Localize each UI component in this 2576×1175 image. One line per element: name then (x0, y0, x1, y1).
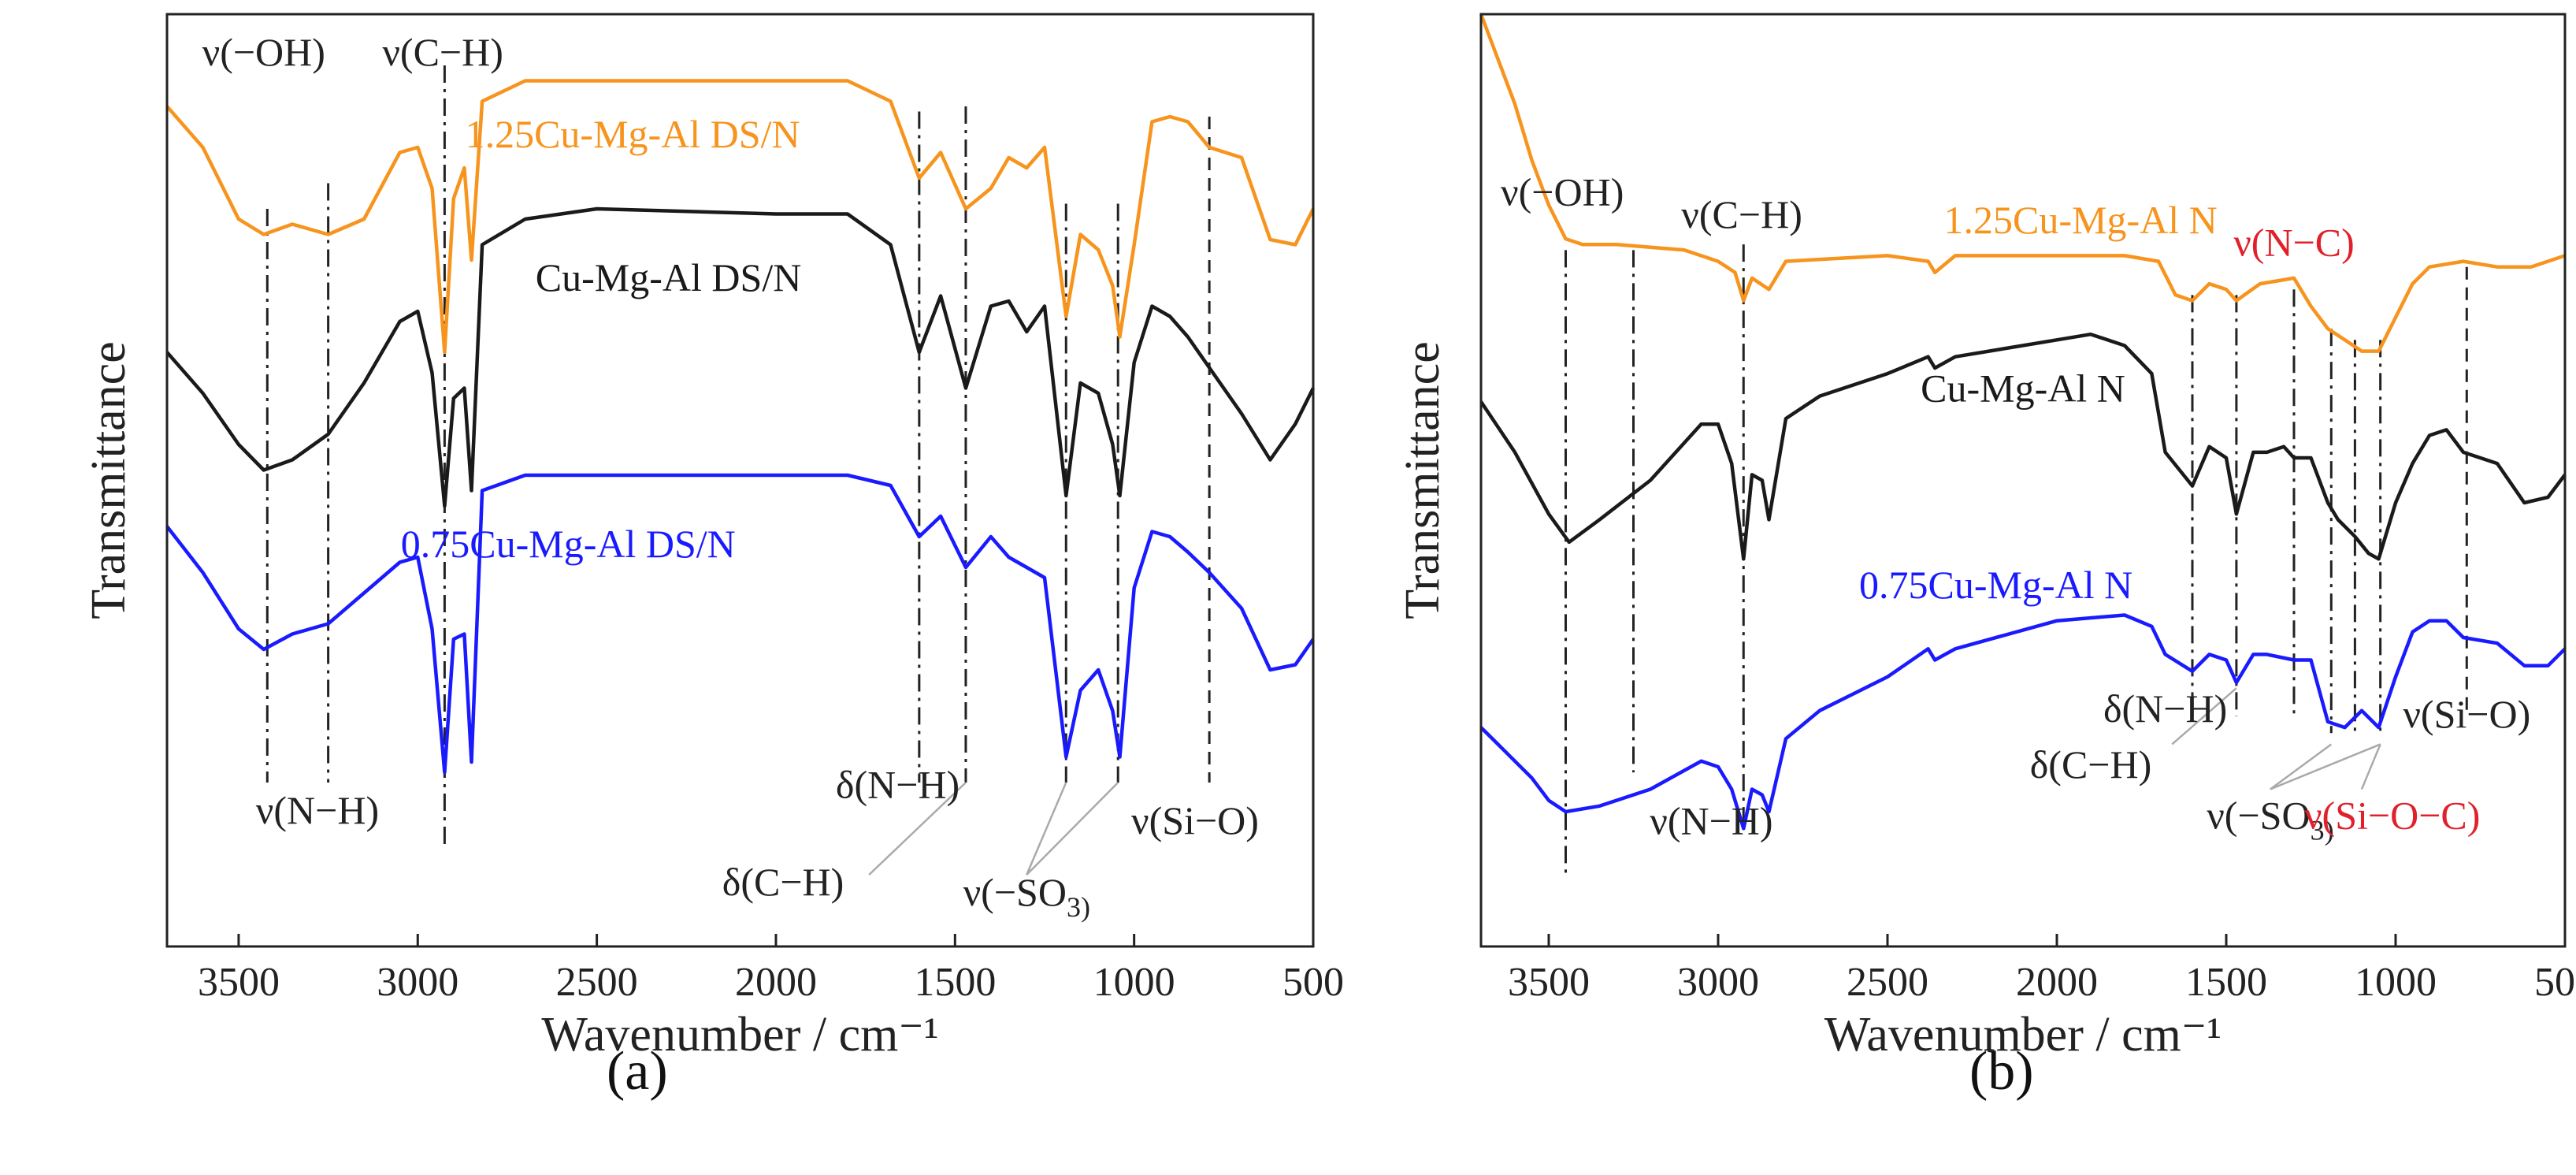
series-label-2: 0.75Cu-Mg-Al DS/N (401, 522, 736, 566)
spectrum-line-2 (165, 473, 1315, 775)
band-annotation-4: δ(C−H) (2030, 742, 2152, 786)
x-tick-label-2: 2500 (1847, 960, 1928, 1005)
x-tick-label-1: 3000 (377, 960, 458, 1005)
band-annotation-1: ν(C−H) (382, 30, 503, 74)
band-annotation-6: ν(Si−O) (1131, 798, 1259, 842)
spectrum-line-0 (1479, 13, 2566, 353)
leader-line-1 (1026, 782, 1067, 876)
series-label-0: 1.25Cu-Mg-Al DS/N (466, 112, 800, 156)
x-tick-label-1: 3000 (1677, 960, 1759, 1005)
band-annotation-3: δ(N−H) (836, 763, 960, 807)
leader-line-1 (2270, 743, 2333, 790)
chart-panel-a: 1.25Cu-Mg-Al DS/N Cu-Mg-Al DS/N 0.75Cu-Mg-… (82, 13, 1344, 1062)
chart-panel-b: 1.25Cu-Mg-Al N Cu-Mg-Al N 0.75Cu-Mg-Al N ν(… (1396, 13, 2576, 1062)
spectrum-line-1 (1479, 332, 2567, 561)
panel-label-a: (a) (607, 1041, 668, 1102)
x-axis-label: Wavenumber / cm⁻¹ (541, 1008, 938, 1062)
band-annotation-4: δ(C−H) (722, 860, 844, 904)
x-tick-label-4: 1500 (914, 960, 996, 1005)
spectrum-line-0 (165, 79, 1316, 355)
leader-line-2 (2270, 743, 2381, 790)
plot-frame (1479, 13, 2567, 948)
band-annotation-5: ν(−SO3) (963, 870, 1090, 923)
leader-line-0 (868, 782, 967, 876)
leader-line-3 (2360, 743, 2381, 790)
x-tick-label-6: 500 (1282, 960, 1344, 1005)
band-annotation-2: ν(N−H) (256, 788, 379, 832)
x-tick-label-0: 3500 (1508, 960, 1590, 1005)
x-tick-label-4: 1500 (2185, 960, 2267, 1005)
x-tick-label-3: 2000 (735, 960, 817, 1005)
panel-label-b: (b) (1969, 1041, 2034, 1102)
x-tick-label-6: 500 (2534, 960, 2576, 1005)
band-annotation-7: ν(N−C) (2233, 220, 2355, 264)
band-annotation-0: ν(−OH) (202, 30, 325, 74)
band-annotation-3: δ(N−H) (2103, 686, 2227, 731)
series-label-0: 1.25Cu-Mg-Al N (1943, 198, 2217, 242)
spectrum-line-2 (1479, 613, 2567, 831)
band-annotation-6: ν(Si−O) (2403, 692, 2530, 736)
x-tick-label-2: 2500 (556, 960, 638, 1005)
x-tick-label-5: 1000 (2355, 960, 2437, 1005)
spectrum-line-1 (165, 206, 1316, 508)
series-label-1: Cu-Mg-Al N (1921, 366, 2125, 411)
plot-frame (165, 13, 1315, 948)
band-annotation-2: ν(N−H) (1650, 798, 1772, 842)
leader-line-0 (2171, 687, 2237, 746)
x-tick-label-0: 3500 (198, 960, 280, 1005)
y-axis-label: Transmittance (82, 341, 135, 619)
band-annotation-8: ν(Si−O−C) (2304, 793, 2480, 837)
x-tick-label-5: 1000 (1093, 960, 1175, 1005)
series-label-1: Cu-Mg-Al DS/N (536, 255, 802, 299)
band-annotation-1: ν(C−H) (1681, 192, 1802, 236)
x-tick-label-3: 2000 (2016, 960, 2098, 1005)
band-annotation-0: ν(−OH) (1501, 169, 1624, 214)
x-axis-label: Wavenumber / cm⁻¹ (1824, 1008, 2222, 1062)
leader-line-2 (1026, 782, 1119, 876)
y-axis-label: Transmittance (1396, 341, 1449, 619)
series-label-2: 0.75Cu-Mg-Al N (1859, 563, 2132, 607)
